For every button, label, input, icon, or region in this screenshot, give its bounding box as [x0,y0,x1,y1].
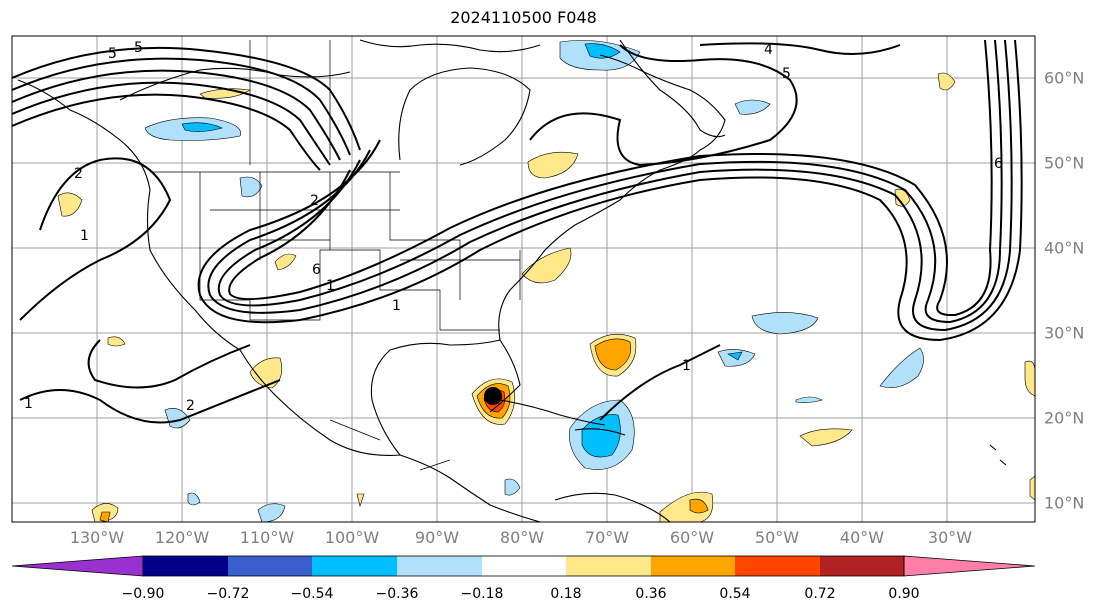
colorbar [11,555,1036,577]
lon-label: 120°W [154,528,210,547]
lon-label: 70°W [584,528,630,547]
anomaly-positive-eastcoast [521,247,572,284]
lon-label: 110°W [239,528,295,547]
political-borders [150,40,521,471]
lon-label: 30°W [927,528,973,547]
coast-greenland [619,39,726,138]
contour-label: 5 [782,66,791,82]
lon-label: 90°W [414,528,460,547]
map-frame [11,35,1036,523]
lon-label: 50°W [754,528,800,547]
anomaly-shading [57,40,1035,522]
lat-label: 50°N [1044,153,1085,173]
graticule [12,36,1035,522]
contour-label: 2 [310,193,319,209]
lon-label: 60°W [669,528,715,547]
contour-label: 1 [326,278,335,294]
contour-label: 4 [764,42,773,58]
contour-label: 5 [134,40,143,56]
map-title: 2024110500 F048 [450,8,597,27]
colorbar-tick: 0.72 [804,586,836,602]
colorbar-tick: 0.18 [550,586,582,602]
colorbar-tick: −0.36 [375,586,419,602]
contours [12,39,1023,424]
colorbar-tick: 0.54 [719,586,751,602]
contour-label: 6 [994,156,1003,172]
coast-north-america-east [498,54,726,341]
contour-label: 6 [312,262,321,278]
coast-cuba [499,399,606,426]
coast-hudson [398,67,531,166]
contour-jet-1 [197,39,1023,342]
contour-labels: 5 5 4 5 6 2 1 6 1 1 1 1 2 2 [24,40,1003,414]
coast-hispaniola [574,428,626,436]
contour-label: 1 [24,396,33,412]
hurricane-center-marker [483,387,503,405]
contour-label: 1 [392,298,401,314]
lat-label: 10°N [1044,493,1085,513]
contour-label: 2 [74,166,83,182]
lon-label: 130°W [69,528,125,547]
coast-north-america-west [17,79,541,522]
colorbar-tick: −0.90 [121,586,165,602]
lat-label: 20°N [1044,408,1085,428]
contour-label: 2 [186,398,195,414]
lon-label: 100°W [324,528,380,547]
coast-gulf [370,339,521,456]
colorbar-tick: −0.72 [206,586,250,602]
lon-label: 80°W [499,528,545,547]
contour-outer [19,157,172,321]
lat-label: 60°N [1044,68,1085,88]
colorbar-tick: −0.54 [290,586,334,602]
contour-label: 1 [682,358,691,374]
contour-label: 1 [80,228,89,244]
lon-label: 40°W [839,528,885,547]
coast-south-america [554,492,671,522]
lat-label: 40°N [1044,238,1085,258]
colorbar-tick: 0.36 [635,586,667,602]
anomaly-positive-labrador [527,151,579,179]
colorbar-tick: 0.90 [888,586,920,602]
colorbar-tick: −0.18 [460,586,504,602]
lat-label: 30°N [1044,323,1085,343]
coastlines [17,39,1007,522]
contour-label: 5 [108,46,117,62]
